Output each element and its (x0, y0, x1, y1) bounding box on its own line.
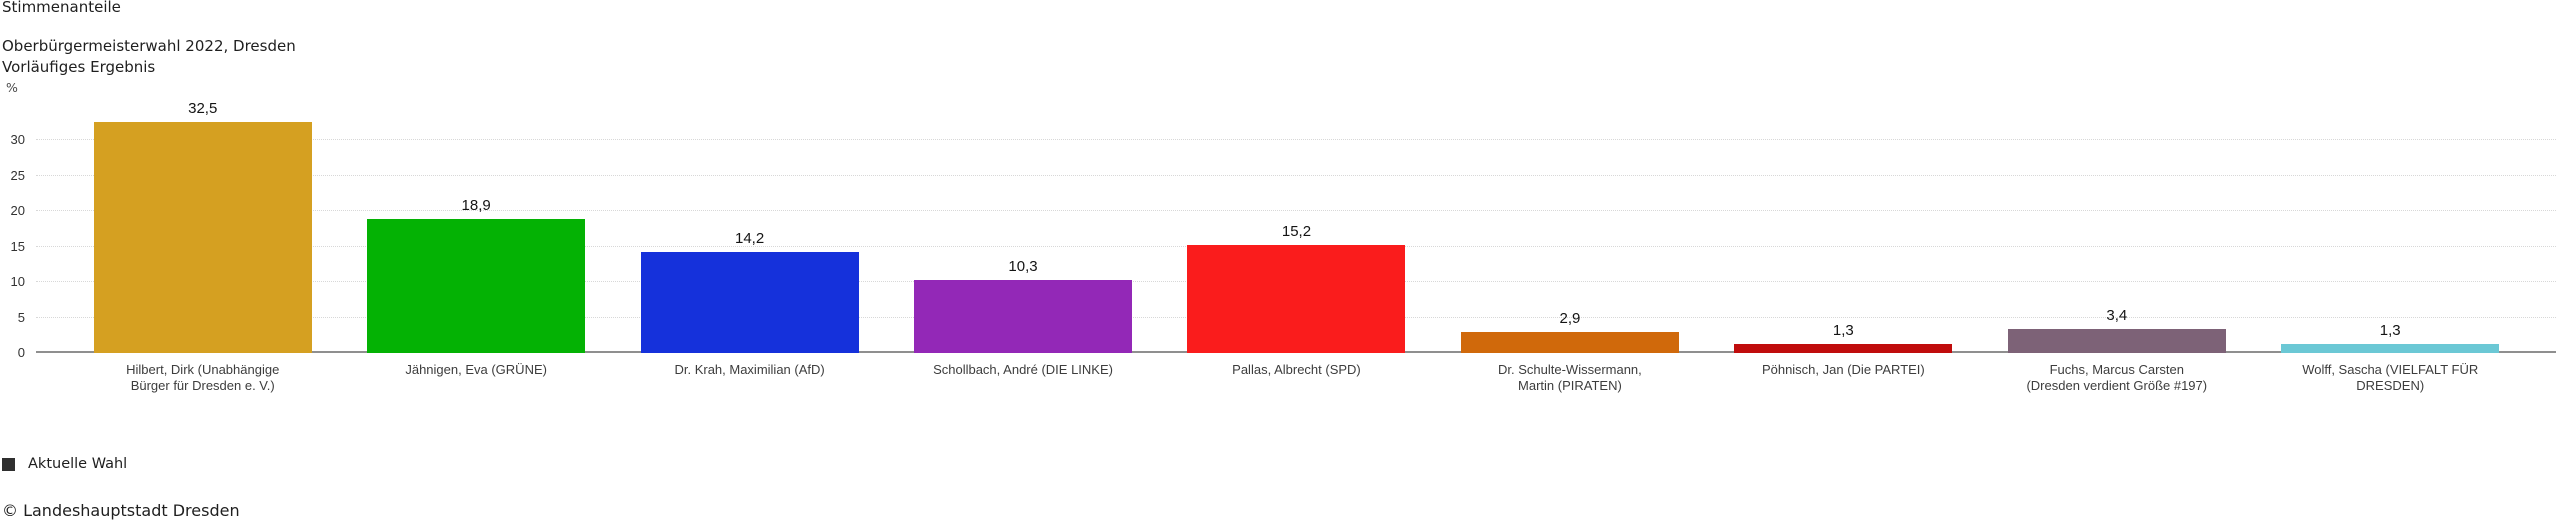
bar-column: 32,5 (66, 0, 339, 353)
chart-title: Stimmenanteile (2, 0, 121, 16)
category-label-3: Dr. Krah, Maximilian (AfD) (613, 362, 886, 394)
y-axis-unit-label: % (6, 80, 18, 95)
bar-value-label: 2,9 (1559, 310, 1581, 328)
bar-column: 2,9 (1433, 0, 1706, 353)
bar-value-label: 14,2 (734, 230, 765, 248)
y-axis-tick-labels: 0 5 10 15 20 25 30 (0, 0, 25, 360)
y-tick-label-15: 15 (10, 238, 25, 254)
subtitle-line-2: Vorläufiges Ergebnis (2, 58, 156, 76)
category-label-text: Fuchs, Marcus Carsten (Dresden verdient … (2026, 362, 2208, 393)
chart-subtitle: Oberbürgermeisterwahl 2022, Dresden Vorl… (2, 36, 296, 78)
category-label-8: Fuchs, Marcus Carsten (Dresden verdient … (1980, 362, 2253, 394)
legend-swatch (2, 457, 15, 471)
bar-value-label: 15,2 (1281, 223, 1312, 241)
category-label-2: Jähnigen, Eva (GRÜNE) (339, 362, 612, 394)
category-label-text: Jähnigen, Eva (GRÜNE) (405, 362, 547, 377)
bar-3[interactable] (640, 252, 859, 353)
legend-label: Aktuelle Wahl (28, 456, 128, 472)
bar-6[interactable] (1460, 332, 1679, 353)
category-label-4: Schollbach, André (DIE LINKE) (886, 362, 1159, 394)
bar-5[interactable] (1187, 245, 1406, 353)
bar-4[interactable] (914, 279, 1133, 353)
bar-1[interactable] (93, 122, 312, 353)
bar-value-label: 18,9 (461, 196, 491, 214)
category-label-text: Pöhnisch, Jan (Die PARTEI) (1761, 362, 1925, 377)
category-label-text: Schollbach, André (DIE LINKE) (933, 362, 1113, 377)
bar-column: 10,3 (886, 0, 1159, 353)
category-label-6: Dr. Schulte-Wissermann, Martin (PIRATEN) (1433, 362, 1706, 394)
category-label-7: Pöhnisch, Jan (Die PARTEI) (1707, 362, 1980, 394)
y-tick-label-30: 30 (10, 132, 25, 147)
category-label-5: Pallas, Albrecht (SPD) (1160, 362, 1433, 394)
category-label-text: Dr. Schulte-Wissermann, Martin (PIRATEN) (1498, 362, 1642, 393)
copyright-text: © Landeshauptstadt Dresden (2, 501, 240, 520)
bar-column: 3,4 (1980, 0, 2253, 353)
y-tick-label-10: 10 (10, 274, 25, 289)
y-tick-label-0: 0 (17, 345, 25, 360)
category-label-9: Wolff, Sascha (VIELFALT FÜR DRESDEN) (2254, 362, 2527, 394)
bar-9[interactable] (2281, 343, 2500, 353)
y-tick-label-5: 5 (17, 309, 25, 325)
bar-value-label: 1,3 (1832, 321, 1854, 339)
bar-value-label: 10,3 (1008, 257, 1038, 275)
category-label-text: Wolff, Sascha (VIELFALT FÜR DRESDEN) (2302, 362, 2479, 393)
bar-value-label: 3,4 (2106, 306, 2128, 324)
category-label-1: Hilbert, Dirk (Unabhängige Bürger für Dr… (66, 362, 339, 394)
bars-layer: 32,5 18,9 14,2 10,3 15,2 2,9 1,3 3,4 1,3 (66, 0, 2527, 353)
plot-area: 32,5 18,9 14,2 10,3 15,2 2,9 1,3 3,4 1,3 (36, 0, 2556, 353)
y-tick-label-20: 20 (10, 203, 25, 218)
subtitle-line-1: Oberbürgermeisterwahl 2022, Dresden (2, 37, 296, 55)
bar-column: 1,3 (2254, 0, 2527, 353)
bar-7[interactable] (1734, 343, 1953, 353)
category-label-text: Pallas, Albrecht (SPD) (1232, 362, 1361, 377)
bar-column: 18,9 (339, 0, 612, 353)
bar-8[interactable] (2007, 328, 2226, 353)
x-axis-category-labels: Hilbert, Dirk (Unabhängige Bürger für Dr… (66, 362, 2527, 394)
y-tick-label-25: 25 (10, 167, 25, 183)
category-label-text: Dr. Krah, Maximilian (AfD) (674, 362, 825, 377)
category-label-text: Hilbert, Dirk (Unabhängige Bürger für Dr… (126, 362, 280, 393)
bar-column: 14,2 (613, 0, 886, 353)
bar-column: 1,3 (1707, 0, 1980, 353)
bar-value-label: 32,5 (188, 100, 218, 118)
bar-2[interactable] (367, 218, 586, 353)
bar-value-label: 1,3 (2379, 321, 2401, 339)
gridline-30 (36, 139, 2556, 140)
bar-column: 15,2 (1160, 0, 1433, 353)
gridline-25 (36, 174, 2556, 176)
gridline-20 (36, 210, 2556, 211)
legend-item-aktuelle-wahl[interactable]: Aktuelle Wahl (2, 455, 127, 473)
